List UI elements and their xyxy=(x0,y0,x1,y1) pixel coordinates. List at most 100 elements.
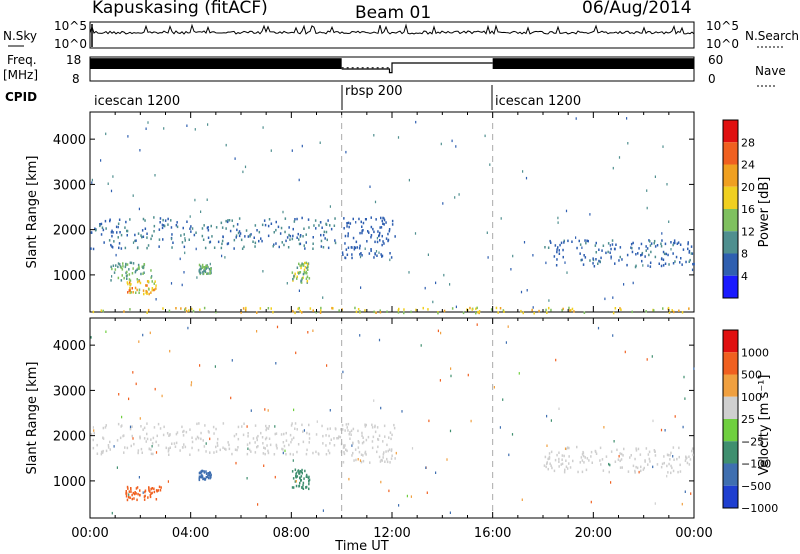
velocity-echo xyxy=(292,486,295,489)
power-echo xyxy=(140,234,142,237)
velocity-echo xyxy=(125,495,128,498)
velocity-noise xyxy=(135,382,137,386)
velocity-echo xyxy=(129,427,132,431)
velocity-echo xyxy=(124,446,126,449)
power-echo xyxy=(545,308,547,312)
velocity-echo xyxy=(117,422,120,426)
velocity-echo xyxy=(358,450,361,454)
power-echo xyxy=(690,252,693,255)
velocity-echo xyxy=(200,437,202,441)
velocity-echo xyxy=(149,494,152,497)
power-echo xyxy=(554,244,557,247)
velocity-echo xyxy=(234,448,237,451)
power-echo xyxy=(221,242,223,246)
velocity-echo xyxy=(241,425,243,428)
velocity-echo xyxy=(308,487,310,491)
velocity-ytick-label-2: 3000 xyxy=(53,384,86,399)
velocity-echo xyxy=(280,433,283,436)
power-echo xyxy=(299,309,301,313)
velocity-noise xyxy=(92,426,94,429)
power-echo xyxy=(374,252,376,255)
velocity-echo xyxy=(160,486,162,489)
power-echo xyxy=(129,218,131,221)
velocity-noise xyxy=(651,355,653,358)
velocity-echo xyxy=(352,427,355,431)
power-noise xyxy=(200,210,202,213)
velocity-echo xyxy=(119,436,122,440)
power-noise xyxy=(566,271,568,274)
power-echo xyxy=(146,232,148,235)
velocity-echo xyxy=(197,448,200,452)
power-echo xyxy=(306,272,308,275)
power-echo xyxy=(131,287,133,290)
power-echo xyxy=(272,311,274,314)
power-echo xyxy=(548,306,550,310)
power-echo xyxy=(502,309,505,312)
power-noise xyxy=(557,216,559,220)
velocity-echo xyxy=(325,434,327,437)
velocity-echo xyxy=(588,459,590,462)
power-echo xyxy=(111,229,113,233)
power-noise xyxy=(500,217,502,220)
power-echo xyxy=(180,234,182,237)
power-echo xyxy=(244,235,246,238)
power-frame xyxy=(89,111,695,313)
power-echo xyxy=(346,222,348,225)
velocity-echo xyxy=(394,457,396,460)
power-echo xyxy=(362,221,365,225)
velocity-noise xyxy=(608,462,610,466)
power-echo xyxy=(300,281,303,284)
velocity-echo xyxy=(302,430,304,433)
power-echo xyxy=(308,226,310,229)
velocity-echo xyxy=(128,490,131,493)
power-echo xyxy=(286,236,289,239)
power-echo xyxy=(299,271,302,274)
power-echo xyxy=(94,227,96,230)
velocity-echo xyxy=(305,473,308,477)
velocity-noise xyxy=(138,340,140,343)
power-echo xyxy=(383,218,386,222)
power-noise xyxy=(154,174,156,177)
power-echo xyxy=(227,242,230,245)
power-echo xyxy=(190,225,192,228)
power-echo xyxy=(306,275,309,278)
velocity-echo xyxy=(347,422,350,426)
velocity-noise xyxy=(450,374,452,378)
power-echo xyxy=(215,310,217,314)
velocity-echo xyxy=(182,430,184,434)
velocity-echo xyxy=(341,424,344,427)
velocity-echo xyxy=(556,453,558,457)
power-echo xyxy=(293,220,296,223)
power-noise xyxy=(378,251,380,254)
power-echo xyxy=(327,219,329,222)
power-echo xyxy=(390,256,393,259)
power-echo xyxy=(210,271,212,275)
velocity-echo xyxy=(149,495,152,499)
power-echo xyxy=(352,217,354,221)
power-noise xyxy=(139,149,141,152)
velocity-echo xyxy=(580,456,583,459)
velocity-echo xyxy=(144,490,146,494)
velocity-echo xyxy=(548,452,551,455)
velocity-echo xyxy=(301,468,303,472)
velocity-colorbar-tick-4: −25 xyxy=(741,435,764,448)
power-echo xyxy=(129,283,131,286)
power-echo xyxy=(570,309,572,312)
velocity-echo xyxy=(684,459,687,462)
velocity-echo xyxy=(361,431,363,435)
power-echo xyxy=(207,226,209,229)
power-echo xyxy=(291,271,294,274)
velocity-echo xyxy=(153,487,155,490)
power-echo xyxy=(301,311,303,314)
velocity-echo xyxy=(321,424,323,428)
power-echo xyxy=(614,307,617,310)
power-echo xyxy=(385,237,388,240)
power-echo xyxy=(319,311,322,314)
velocity-echo xyxy=(126,446,129,450)
velocity-echo xyxy=(116,439,119,442)
velocity-noise xyxy=(214,365,216,368)
power-echo xyxy=(120,266,122,269)
power-echo xyxy=(579,252,581,255)
power-echo xyxy=(296,266,299,269)
power-echo xyxy=(129,279,132,282)
